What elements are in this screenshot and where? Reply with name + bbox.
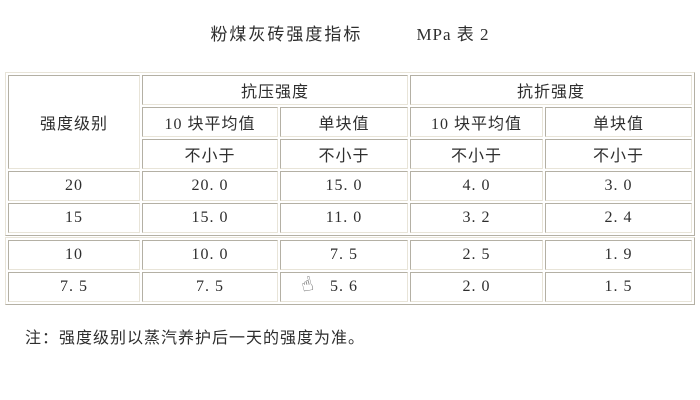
table-row-grade-20: 20 20. 0 15. 0 4. 0 3. 0 — [8, 171, 693, 201]
header-not-less-than: 不小于 — [410, 139, 544, 169]
footnote-text: 注：强度级别以蒸汽养护后一天的强度为准。 — [25, 330, 366, 347]
header-not-less-than: 不小于 — [142, 139, 278, 169]
cell-flex-avg: 2. 5 — [410, 240, 543, 270]
header-compressive-strength: 抗压强度 — [142, 75, 409, 105]
header-flex-single-value: 单块值 — [545, 107, 693, 137]
cell-comp-avg: 20. 0 — [142, 171, 278, 201]
cell-flex-avg: 3. 2 — [410, 203, 544, 233]
cell-comp-single: 7. 5 — [280, 240, 408, 270]
cell-comp-avg: 10. 0 — [142, 240, 278, 270]
cell-grade: 20 — [8, 171, 140, 201]
cell-flex-single: 2. 4 — [545, 203, 693, 233]
header-flex-avg-of-10: 10 块平均值 — [410, 107, 544, 137]
cell-grade: 7. 5 — [8, 272, 140, 302]
header-row-subcolumns: 10 块平均值 单块值 10 块平均值 单块值 — [8, 107, 693, 137]
header-row-groups: 强度级别 抗压强度 抗折强度 — [8, 75, 693, 169]
table-title-text: 粉煤灰砖强度指标 — [210, 25, 363, 44]
cell-flex-avg: 4. 0 — [410, 171, 544, 201]
cell-flex-avg: 2. 0 — [410, 272, 543, 302]
header-strength-grade: 强度级别 — [8, 75, 140, 169]
cell-flex-single: 1. 9 — [545, 240, 692, 270]
table-row-grade-15: 15 15. 0 11. 0 3. 2 2. 4 — [8, 203, 693, 233]
header-row-not-less-than: 不小于 不小于 不小于 不小于 — [8, 139, 693, 169]
header-comp-single-value: 单块值 — [280, 107, 409, 137]
cell-comp-single: 15. 0 — [280, 171, 409, 201]
cell-grade: 10 — [8, 240, 140, 270]
cell-comp-single: 5. 6 — [280, 272, 408, 302]
header-comp-avg-of-10: 10 块平均值 — [142, 107, 278, 137]
header-flexural-strength: 抗折强度 — [410, 75, 693, 105]
cell-comp-avg: 7. 5 — [142, 272, 278, 302]
table-row-grade-7-5: 7. 5 7. 5 5. 6 2. 0 1. 5 — [8, 272, 692, 302]
table-unit-and-number: MPa 表 2 — [416, 25, 490, 44]
page-title: 粉煤灰砖强度指标 MPa 表 2 — [0, 0, 700, 45]
strength-table-lower: 10 10. 0 7. 5 2. 5 1. 9 7. 5 7. 5 5. 6 2… — [5, 237, 695, 305]
cell-flex-single: 3. 0 — [545, 171, 693, 201]
cell-comp-single: 11. 0 — [280, 203, 409, 233]
cell-flex-single: 1. 5 — [545, 272, 692, 302]
cell-grade: 15 — [8, 203, 140, 233]
header-not-less-than: 不小于 — [280, 139, 409, 169]
table-row-grade-10: 10 10. 0 7. 5 2. 5 1. 9 — [8, 240, 692, 270]
header-not-less-than: 不小于 — [545, 139, 693, 169]
strength-table-upper: 强度级别 抗压强度 抗折强度 10 块平均值 单块值 10 块平均值 单块值 不… — [5, 72, 696, 236]
cell-comp-avg: 15. 0 — [142, 203, 278, 233]
